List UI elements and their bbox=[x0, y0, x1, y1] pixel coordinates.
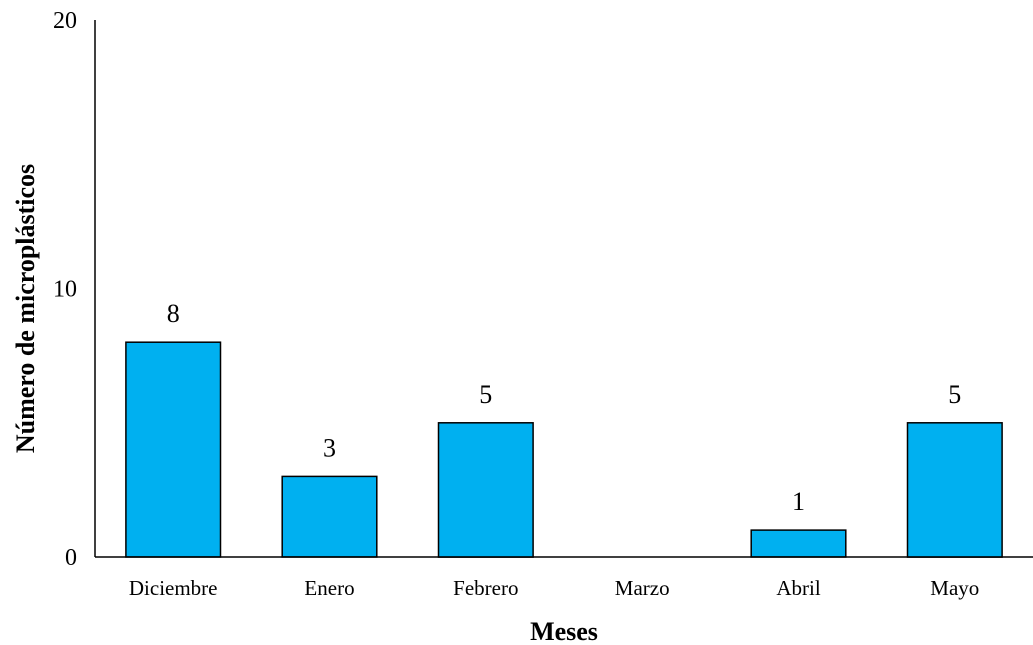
x-category-label: Abril bbox=[776, 576, 820, 600]
data-label-diciembre: 8 bbox=[167, 299, 180, 328]
data-labels: 8 3 5 1 5 bbox=[167, 299, 962, 516]
data-label-febrero: 5 bbox=[479, 380, 492, 409]
data-label-enero: 3 bbox=[323, 433, 336, 462]
x-category-label: Diciembre bbox=[129, 576, 218, 600]
y-axis-ticks: 0 10 20 bbox=[53, 8, 77, 571]
x-category-label: Marzo bbox=[615, 576, 670, 600]
y-tick-label: 20 bbox=[53, 8, 77, 34]
bar-diciembre bbox=[125, 341, 222, 558]
y-tick-label: 10 bbox=[53, 277, 77, 303]
x-category-label: Enero bbox=[304, 576, 354, 600]
data-label-mayo: 5 bbox=[948, 380, 961, 409]
bar-enero bbox=[281, 475, 378, 558]
x-axis-title: Meses bbox=[530, 617, 598, 645]
y-axis-title: Número de microplásticos bbox=[11, 164, 40, 453]
category-labels: Diciembre Enero Febrero Marzo Abril Mayo bbox=[129, 576, 979, 600]
bar-mayo bbox=[906, 422, 1003, 558]
bar-abril bbox=[750, 529, 847, 558]
bar-febrero bbox=[437, 422, 534, 558]
y-tick-label: 0 bbox=[65, 545, 77, 571]
bars bbox=[125, 341, 1003, 558]
x-category-label: Febrero bbox=[453, 576, 518, 600]
x-category-label: Mayo bbox=[930, 576, 979, 600]
data-label-abril: 1 bbox=[792, 487, 805, 516]
